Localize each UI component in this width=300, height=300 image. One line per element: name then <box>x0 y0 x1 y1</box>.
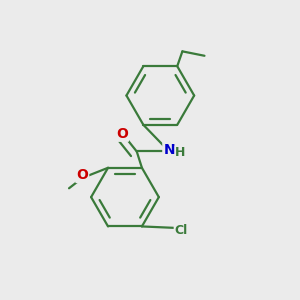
Text: Cl: Cl <box>174 224 188 238</box>
Text: N: N <box>163 143 175 157</box>
Text: H: H <box>175 146 185 159</box>
Text: O: O <box>116 127 128 141</box>
Text: O: O <box>76 168 88 182</box>
